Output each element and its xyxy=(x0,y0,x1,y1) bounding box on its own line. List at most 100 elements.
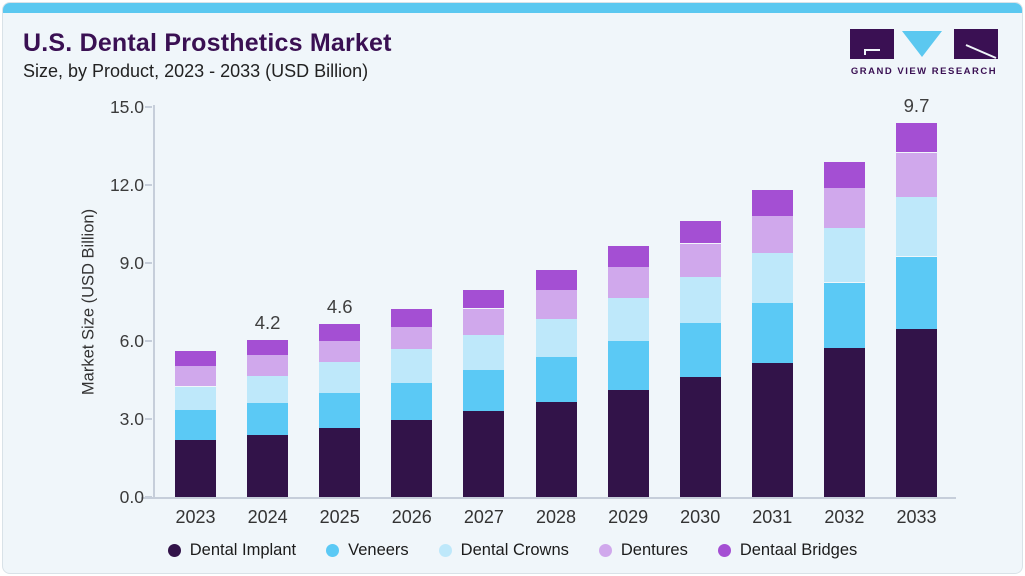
y-tick-mark xyxy=(145,340,152,342)
y-tick-label: 0.0 xyxy=(119,487,144,507)
x-tick-label: 2031 xyxy=(752,507,793,527)
y-tick-label: 3.0 xyxy=(119,409,144,429)
legend-dot-icon xyxy=(717,543,731,557)
bar-value-label: 4.6 xyxy=(326,296,353,318)
bar-segment xyxy=(247,434,289,497)
legend-item: Veneers xyxy=(326,541,409,560)
bar-segment xyxy=(463,308,505,335)
bar-segment xyxy=(247,355,289,377)
bar-value-label: 9.7 xyxy=(903,94,930,116)
bar-segment xyxy=(896,152,937,197)
y-tick-mark xyxy=(145,418,152,420)
bar-segment xyxy=(391,326,433,349)
bar-segment xyxy=(175,439,216,497)
gvr-logo: GRAND VIEW RESEARCH xyxy=(850,29,998,77)
bar-segment xyxy=(896,122,937,153)
legend-label: Dental Crowns xyxy=(460,540,569,559)
y-tick-mark xyxy=(145,106,152,108)
bar-segment xyxy=(607,298,649,341)
x-tick-label: 2026 xyxy=(391,507,432,527)
bar-segment xyxy=(607,341,649,391)
bar-segment xyxy=(175,386,216,410)
legend: Dental Implant Veneers Dental Crowns Dentur… xyxy=(3,537,1022,563)
x-tick-label: 2028 xyxy=(535,507,577,527)
bar-segment xyxy=(823,227,865,283)
top-accent-bar xyxy=(3,3,1022,13)
y-tick-mark xyxy=(145,496,152,498)
legend-label: Dentaal Bridges xyxy=(739,540,858,559)
bar-segment xyxy=(679,322,721,378)
x-tick-label: 2029 xyxy=(608,507,649,527)
bar-segment xyxy=(535,356,577,403)
bar-segment xyxy=(607,246,649,267)
bar-segment xyxy=(823,347,865,497)
chart-subtitle: Size, by Product, 2023 - 2033 (USD Billi… xyxy=(23,61,369,81)
bar-segment xyxy=(319,393,361,429)
bar-segment xyxy=(175,365,216,387)
bar-segment xyxy=(463,369,505,412)
bar-segment xyxy=(607,266,649,299)
y-tick-label: 12.0 xyxy=(109,175,144,195)
bar-segment xyxy=(896,256,937,330)
bar-segment xyxy=(463,334,505,370)
x-tick-label: 2027 xyxy=(463,507,504,527)
bar-segment xyxy=(823,282,865,348)
bar-segment xyxy=(679,221,721,244)
bar-segment xyxy=(679,277,721,323)
bar-segment xyxy=(823,161,865,188)
y-tick-mark xyxy=(145,262,152,264)
x-tick-label: 2024 xyxy=(247,507,288,527)
chart-title: U.S. Dental Prosthetics Market xyxy=(23,29,392,57)
legend-dot-icon xyxy=(167,543,181,557)
bar-segment xyxy=(535,402,577,497)
logo-g-block-icon xyxy=(850,29,894,59)
bar-segment xyxy=(535,269,577,291)
bar-segment xyxy=(751,216,793,253)
bar-segment xyxy=(391,382,433,421)
x-tick-label: 2030 xyxy=(680,507,721,527)
bar-segment xyxy=(319,324,361,341)
bar-segment xyxy=(751,252,793,304)
bar-segment xyxy=(319,341,361,362)
bar-segment xyxy=(463,411,505,497)
bar-segment xyxy=(247,339,289,356)
x-tick-label: 2025 xyxy=(319,507,360,527)
legend-label: Dental Implant xyxy=(189,540,297,559)
y-axis-title: Market Size (USD Billion) xyxy=(79,208,98,396)
x-tick-label: 2032 xyxy=(824,507,865,527)
legend-item: Dental Implant xyxy=(167,540,297,560)
y-tick-label: 6.0 xyxy=(119,331,144,351)
bar-segment xyxy=(247,403,289,435)
x-tick-label: 2023 xyxy=(175,507,216,527)
legend-item: Dental Crowns xyxy=(438,540,569,560)
x-axis-line xyxy=(141,497,956,499)
bar-segment xyxy=(535,290,577,319)
bar-segment xyxy=(896,329,937,497)
bar-segment xyxy=(391,348,433,383)
y-tick-label: 9.0 xyxy=(119,253,144,273)
y-tick-mark xyxy=(145,184,152,186)
legend-dot-icon xyxy=(598,543,612,557)
y-axis-line xyxy=(153,105,155,499)
legend-label: Veneers xyxy=(348,540,409,559)
bar-segment xyxy=(247,376,289,404)
legend-dot-icon xyxy=(438,543,452,557)
bar-segment xyxy=(535,318,577,357)
y-tick-label: 15.0 xyxy=(109,97,144,117)
legend-dot-icon xyxy=(326,543,340,557)
bar-segment xyxy=(175,351,216,366)
logo-wordmark: GRAND VIEW RESEARCH xyxy=(851,66,997,77)
bar-segment xyxy=(823,187,865,228)
bar-segment xyxy=(391,420,433,497)
bar-segment xyxy=(391,308,433,327)
bar-segment xyxy=(679,377,721,497)
bar-segment xyxy=(751,190,793,217)
legend-item: Dentaal Bridges xyxy=(717,540,858,560)
logo-v-triangle-icon xyxy=(902,31,942,57)
bar-segment xyxy=(319,428,361,497)
bar-value-label: 4.2 xyxy=(254,311,281,333)
bar-segment xyxy=(175,409,216,440)
logo-r-block-icon xyxy=(954,29,998,59)
bar-segment xyxy=(896,196,937,257)
